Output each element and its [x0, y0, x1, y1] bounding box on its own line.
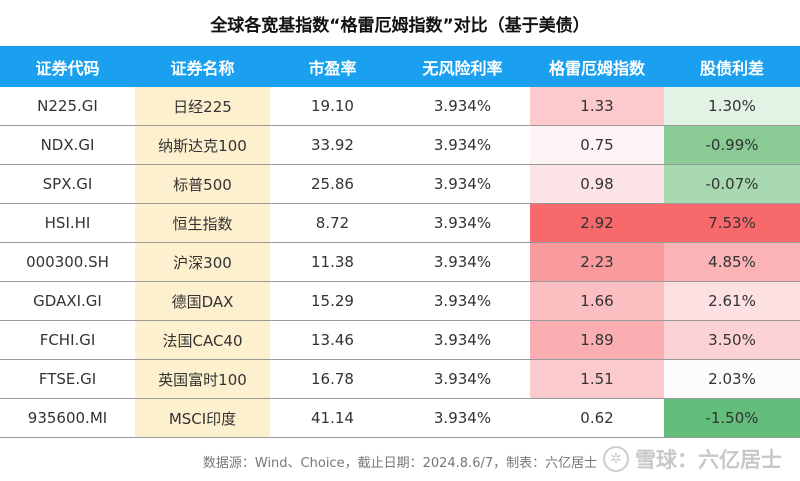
cell-code: HSI.HI	[0, 203, 135, 243]
cell-code: 000300.SH	[0, 242, 135, 282]
cell-code: GDAXI.GI	[0, 281, 135, 321]
table-row: NDX.GI 纳斯达克100 33.92 3.934% 0.75 -0.99%	[0, 125, 800, 165]
cell-equity-bond-spread: 3.50%	[664, 320, 800, 360]
table-row: N225.GI 日经225 19.10 3.934% 1.33 1.30%	[0, 87, 800, 126]
cell-name: 标普500	[135, 164, 270, 204]
cell-code: 935600.MI	[0, 398, 135, 438]
cell-pe: 8.72	[270, 203, 395, 243]
header-code: 证券代码	[0, 46, 135, 87]
header-graham-index: 格雷厄姆指数	[530, 46, 664, 87]
table-row: 000300.SH 沪深300 11.38 3.934% 2.23 4.85%	[0, 242, 800, 282]
watermark: ✲ 雪球：六亿居士	[603, 440, 782, 478]
cell-risk-free-rate: 3.934%	[395, 125, 530, 165]
header-equity-bond-spread: 股债利差	[664, 46, 800, 87]
table-row: GDAXI.GI 德国DAX 15.29 3.934% 1.66 2.61%	[0, 281, 800, 321]
graham-index-table: 证券代码 证券名称 市盈率 无风险利率 格雷厄姆指数 股债利差 N225.GI …	[0, 46, 800, 438]
cell-name: 纳斯达克100	[135, 125, 270, 165]
cell-equity-bond-spread: -0.99%	[664, 125, 800, 165]
cell-pe: 15.29	[270, 281, 395, 321]
snowball-logo-icon: ✲	[603, 446, 629, 472]
cell-pe: 25.86	[270, 164, 395, 204]
cell-risk-free-rate: 3.934%	[395, 320, 530, 360]
header-pe: 市盈率	[270, 46, 395, 87]
cell-name: 沪深300	[135, 242, 270, 282]
cell-graham-index: 1.89	[530, 320, 664, 360]
cell-pe: 13.46	[270, 320, 395, 360]
cell-name: 恒生指数	[135, 203, 270, 243]
cell-pe: 16.78	[270, 359, 395, 399]
cell-equity-bond-spread: 2.61%	[664, 281, 800, 321]
table-row: FCHI.GI 法国CAC40 13.46 3.934% 1.89 3.50%	[0, 320, 800, 360]
cell-graham-index: 0.62	[530, 398, 664, 438]
cell-code: FCHI.GI	[0, 320, 135, 360]
cell-risk-free-rate: 3.934%	[395, 164, 530, 204]
cell-code: N225.GI	[0, 87, 135, 126]
cell-equity-bond-spread: -0.07%	[664, 164, 800, 204]
cell-graham-index: 1.66	[530, 281, 664, 321]
cell-graham-index: 0.75	[530, 125, 664, 165]
cell-name: 法国CAC40	[135, 320, 270, 360]
cell-name: 德国DAX	[135, 281, 270, 321]
table-row: SPX.GI 标普500 25.86 3.934% 0.98 -0.07%	[0, 164, 800, 204]
cell-risk-free-rate: 3.934%	[395, 87, 530, 126]
cell-graham-index: 0.98	[530, 164, 664, 204]
cell-risk-free-rate: 3.934%	[395, 281, 530, 321]
cell-code: FTSE.GI	[0, 359, 135, 399]
source-note: 数据源：Wind、Choice，截止日期：2024.8.6/7，制表：六亿居士	[202, 455, 598, 471]
cell-pe: 33.92	[270, 125, 395, 165]
cell-equity-bond-spread: -1.50%	[664, 398, 800, 438]
cell-risk-free-rate: 3.934%	[395, 203, 530, 243]
table-row: FTSE.GI 英国富时100 16.78 3.934% 1.51 2.03%	[0, 359, 800, 399]
header-risk-free-rate: 无风险利率	[395, 46, 530, 87]
cell-pe: 11.38	[270, 242, 395, 282]
cell-graham-index: 1.51	[530, 359, 664, 399]
cell-graham-index: 1.33	[530, 87, 664, 126]
table-row: HSI.HI 恒生指数 8.72 3.934% 2.92 7.53%	[0, 203, 800, 243]
table-row: 935600.MI MSCI印度 41.14 3.934% 0.62 -1.50…	[0, 398, 800, 438]
cell-name: 日经225	[135, 87, 270, 126]
table-header-row: 证券代码 证券名称 市盈率 无风险利率 格雷厄姆指数 股债利差	[0, 46, 800, 87]
cell-risk-free-rate: 3.934%	[395, 242, 530, 282]
cell-equity-bond-spread: 4.85%	[664, 242, 800, 282]
cell-graham-index: 2.23	[530, 242, 664, 282]
table-title: 全球各宽基指数“格雷厄姆指数”对比（基于美债）	[210, 15, 590, 36]
header-name: 证券名称	[135, 46, 270, 87]
cell-equity-bond-spread: 7.53%	[664, 203, 800, 243]
cell-pe: 41.14	[270, 398, 395, 438]
cell-code: NDX.GI	[0, 125, 135, 165]
watermark-text: 雪球：六亿居士	[635, 448, 782, 472]
cell-name: 英国富时100	[135, 359, 270, 399]
cell-risk-free-rate: 3.934%	[395, 359, 530, 399]
cell-name: MSCI印度	[135, 398, 270, 438]
cell-code: SPX.GI	[0, 164, 135, 204]
cell-graham-index: 2.92	[530, 203, 664, 243]
cell-pe: 19.10	[270, 87, 395, 126]
cell-risk-free-rate: 3.934%	[395, 398, 530, 438]
cell-equity-bond-spread: 1.30%	[664, 87, 800, 126]
cell-equity-bond-spread: 2.03%	[664, 359, 800, 399]
